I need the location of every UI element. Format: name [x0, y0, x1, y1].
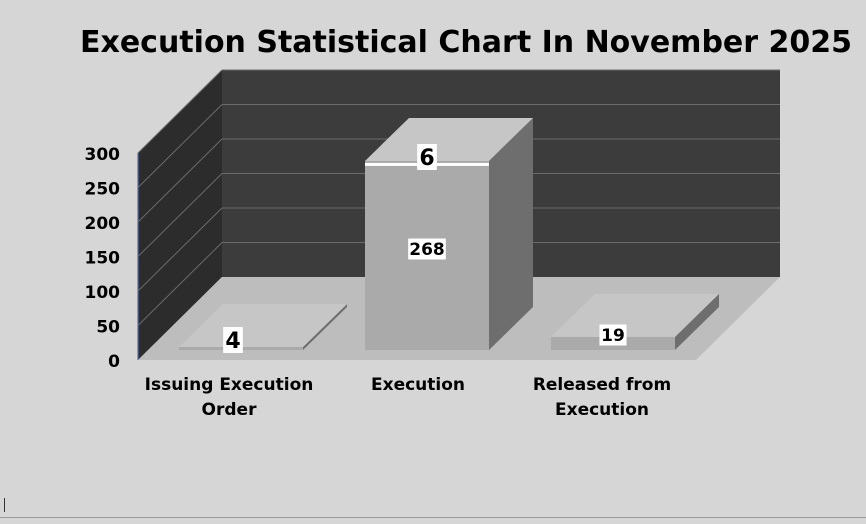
- frame-left-tick: [4, 498, 5, 512]
- y-tick-label: 50: [96, 318, 120, 338]
- y-tick-label: 300: [85, 145, 121, 165]
- data-label-box: [599, 324, 627, 346]
- data-label: 19: [601, 326, 625, 346]
- data-label-box: [408, 238, 446, 260]
- y-tick-label: 200: [85, 214, 121, 234]
- x-category-label: Released from: [533, 375, 671, 395]
- x-category-label: Order: [202, 400, 258, 420]
- bar-side: [303, 304, 347, 350]
- gridline-side: [137, 138, 223, 223]
- gridline-side: [137, 173, 223, 257]
- data-label: 6: [419, 146, 434, 171]
- gridline-side: [137, 69, 223, 154]
- data-label-box: [417, 144, 437, 170]
- x-category-label: Issuing Execution: [145, 375, 314, 395]
- data-label-box: [223, 327, 243, 353]
- x-category-label: Execution: [555, 400, 649, 420]
- y-tick-label: 250: [85, 180, 121, 200]
- y-axis: 0 50 100 150 200 250 300: [85, 145, 121, 372]
- bar-side: [489, 117, 533, 350]
- data-label-group: 4 268 6 19: [223, 144, 627, 354]
- y-tick-label: 100: [85, 283, 121, 303]
- gridline-side: [137, 104, 223, 188]
- frame-bottom-line: [0, 517, 866, 518]
- x-axis: Issuing Execution Order Execution Released …: [145, 375, 672, 420]
- y-tick-label: 150: [85, 249, 121, 269]
- data-label: 4: [225, 329, 240, 354]
- bar-side: [675, 293, 719, 350]
- x-category-label: Execution: [371, 375, 465, 395]
- data-label: 268: [409, 240, 445, 260]
- chart-title: Execution Statistical Chart In November …: [80, 25, 852, 60]
- bar-top: [179, 304, 347, 347]
- bar-top: [365, 117, 533, 161]
- gridline-side: [137, 207, 223, 292]
- bar-top: [551, 293, 719, 337]
- y-tick-label: 0: [108, 352, 120, 372]
- gridline-side: [137, 242, 223, 326]
